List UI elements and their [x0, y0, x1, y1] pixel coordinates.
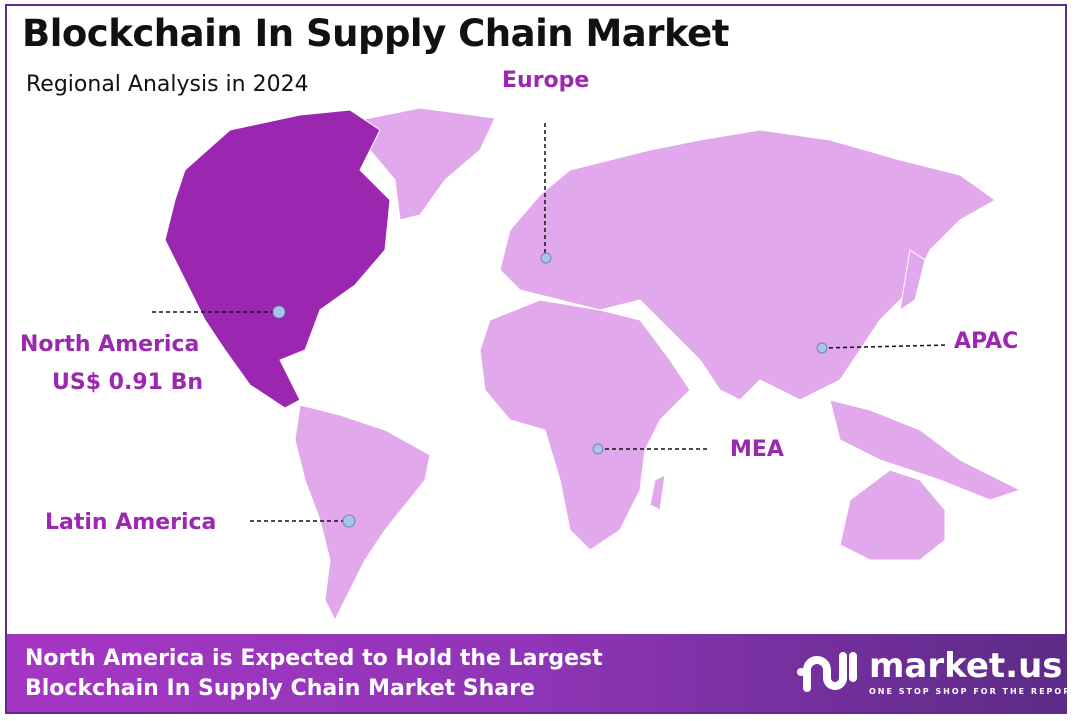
- marker-latin-america: [342, 514, 356, 528]
- south-america: [294, 404, 431, 622]
- logo-tagline: ONE STOP SHOP FOR THE REPORTS: [869, 687, 1075, 696]
- greenland: [359, 107, 496, 221]
- marker-apac: [816, 342, 828, 354]
- logo-name: market.us: [869, 646, 1063, 686]
- australia: [839, 469, 946, 561]
- africa: [479, 299, 691, 551]
- footer-banner: North America is Expected to Hold the La…: [7, 634, 1075, 712]
- europe-asia: [499, 129, 996, 401]
- label-mea: MEA: [730, 437, 784, 462]
- leader-apac: [821, 344, 949, 349]
- marker-north-america: [272, 305, 286, 319]
- logo-icon: [797, 652, 857, 692]
- market-us-logo: market.us ONE STOP SHOP FOR THE REPORTS: [797, 646, 1075, 702]
- page-subtitle: Regional Analysis in 2024: [26, 72, 309, 97]
- north-america: [164, 109, 391, 409]
- label-north-america: North America: [20, 332, 200, 357]
- southeast-asia: [829, 399, 1022, 501]
- footer-line-2: Blockchain In Supply Chain Market Share: [25, 676, 535, 701]
- page-title: Blockchain In Supply Chain Market: [22, 12, 729, 55]
- value-north-america: US$ 0.91 Bn: [52, 370, 204, 395]
- madagascar: [649, 474, 666, 511]
- label-apac: APAC: [954, 329, 1019, 354]
- marker-europe: [540, 252, 552, 264]
- label-europe: Europe: [502, 68, 590, 93]
- label-latin-america: Latin America: [45, 510, 217, 535]
- frame: [5, 4, 1067, 714]
- japan: [899, 249, 926, 312]
- footer-line-1: North America is Expected to Hold the La…: [25, 646, 603, 671]
- marker-mea: [592, 443, 604, 455]
